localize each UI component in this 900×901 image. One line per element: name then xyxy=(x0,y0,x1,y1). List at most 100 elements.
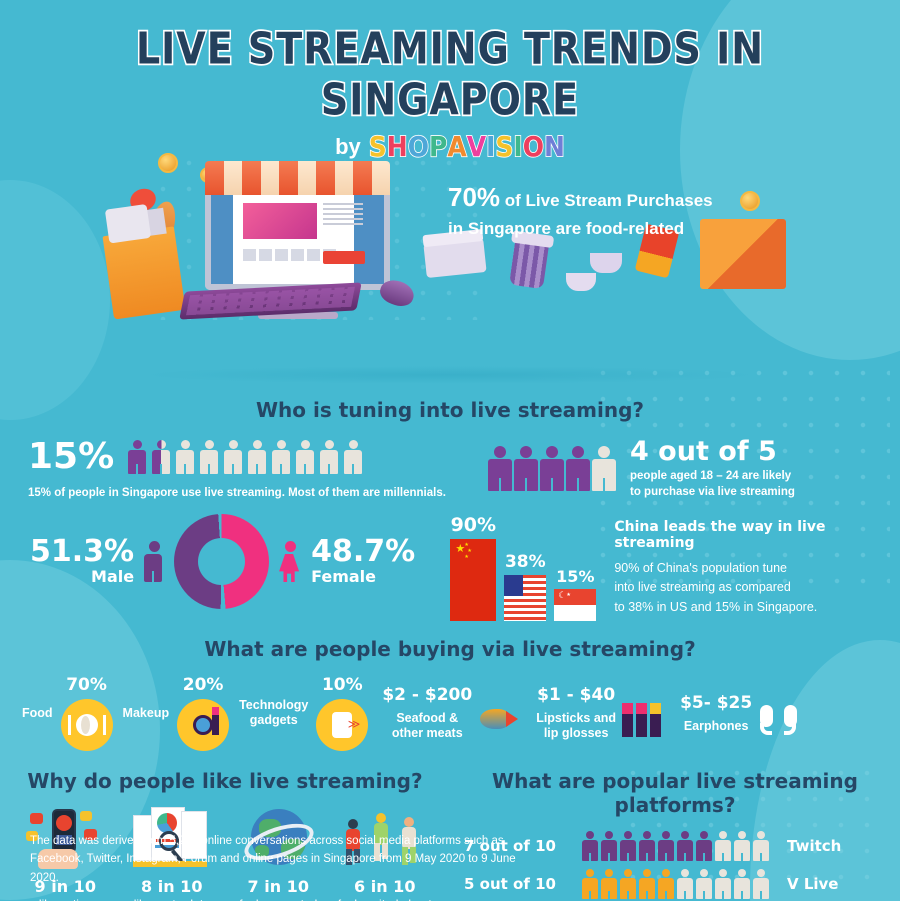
logo-letter-2: O xyxy=(407,129,430,163)
price-item-label: Earphones xyxy=(683,718,749,733)
person-icon xyxy=(320,439,339,474)
platform-name: Twitch xyxy=(787,837,842,856)
person-icon xyxy=(658,831,674,862)
why-item: 7 in 10feel connectedto the world xyxy=(227,805,330,901)
why-heading: Why do people like live streaming? xyxy=(27,769,423,794)
person-icon xyxy=(696,831,712,862)
who-left-block: 15% 15% of people in Singapore use live … xyxy=(28,436,468,499)
logo-letter-1: H xyxy=(386,129,408,163)
person-icon xyxy=(601,869,617,900)
person-icon xyxy=(344,439,363,474)
person-icon xyxy=(753,869,769,900)
why-platforms-section: Why do people like live streaming? 9 in … xyxy=(0,769,900,901)
age-group-sub-line2: to purchase via live streaming xyxy=(630,485,795,498)
person-icon xyxy=(152,439,171,474)
lunchbox-icon xyxy=(423,237,487,279)
age-group-stat: 4 out of 5 xyxy=(630,436,777,467)
logo-letter-8: I xyxy=(513,129,524,163)
globe-icon xyxy=(235,805,321,871)
us-flag-icon xyxy=(504,575,547,622)
person-icon xyxy=(514,445,538,491)
bowl-icon xyxy=(566,273,596,291)
hero-stat-line1: of Live Stream Purchases xyxy=(500,191,713,210)
flag-item-china: 90% ★ ★ ★ ★ xyxy=(450,514,497,622)
hero-stat-text: 70% of Live Stream Purchases in Singapor… xyxy=(448,179,748,241)
country-body: 90% of China's population tune into live… xyxy=(614,559,900,617)
lipsticks-icon xyxy=(622,701,666,739)
coffee-cup-icon xyxy=(509,240,549,290)
flag-percent: 38% xyxy=(504,552,546,573)
person-icon xyxy=(296,439,315,474)
awning-icon xyxy=(205,161,390,195)
byline-by: by xyxy=(335,133,361,159)
buying-items-row: Food 70% Makeup 20% Technology gadgets 10% ≫ $2 … xyxy=(0,675,900,752)
person-icon xyxy=(224,439,243,474)
monitor-screen xyxy=(205,195,390,290)
person-icon xyxy=(601,831,617,862)
buying-item-label: Technology gadgets xyxy=(239,698,309,728)
hero-stat-line2: in Singapore are food-related xyxy=(448,218,685,238)
who-people-icons xyxy=(128,439,363,474)
country-body-line2: into live streaming as compared xyxy=(614,580,791,595)
platform-people-icons xyxy=(582,869,769,900)
price-item: $2 - $200 Seafood & other meats xyxy=(382,685,522,741)
person-icon xyxy=(734,831,750,862)
why-item-sub: feel connectedto the world xyxy=(227,896,330,901)
platform-ratio: 5 out of 10 xyxy=(464,875,556,894)
price-item-label: Lipsticks and lip glosses xyxy=(536,711,617,741)
person-icon xyxy=(620,869,636,900)
price-item-value: $1 - $40 xyxy=(537,685,616,706)
who-right-block: 4 out of 5 people aged 18 – 24 are likel… xyxy=(488,436,795,500)
person-icon xyxy=(715,831,731,862)
age-group-people-icons xyxy=(488,445,616,491)
price-item-value: $2 - $200 xyxy=(382,685,473,706)
bowl-icon xyxy=(590,253,622,273)
platforms-heading: What are popular live streaming platform… xyxy=(492,769,858,818)
male-percent: 51.3% xyxy=(30,534,135,570)
platform-people-icons xyxy=(582,831,769,862)
person-icon xyxy=(639,831,655,862)
hero-illustration-area: 70% of Live Stream Purchases in Singapor… xyxy=(0,153,900,384)
person-icon xyxy=(540,445,564,491)
male-label: Male xyxy=(91,567,135,587)
person-icon xyxy=(592,445,616,491)
gender-block: 51.3% Male 48.7% Female xyxy=(30,514,440,610)
why-item-ratio: 7 in 10 xyxy=(247,877,309,897)
flag-item-singapore: 15% ☾ ★ xyxy=(554,567,597,622)
age-group-sub-line1: people aged 18 – 24 are likely xyxy=(630,470,792,482)
who-heading: Who is tuning into live streaming? xyxy=(255,398,644,422)
person-icon xyxy=(677,869,693,900)
country-body-line3: to 38% in US and 15% in Singapore. xyxy=(614,599,818,614)
earphones-icon xyxy=(758,701,802,739)
person-icon xyxy=(620,831,636,862)
price-item-value: $5- $25 xyxy=(680,692,753,713)
male-figure-icon xyxy=(144,541,164,583)
jumping-people-icon xyxy=(342,805,428,871)
gender-country-section: 51.3% Male 48.7% Female 90% ★ ★ ★ ★ 38% 15% ☾ ★ xyxy=(0,514,900,622)
singapore-flag-icon: ☾ ★ xyxy=(554,589,597,622)
buying-item-label: Food xyxy=(22,705,53,720)
person-icon xyxy=(639,869,655,900)
person-icon xyxy=(582,869,598,900)
who-note: 15% of people in Singapore use live stre… xyxy=(28,487,446,499)
buying-item: Technology gadgets 10% ≫ xyxy=(239,675,369,752)
country-flags: 90% ★ ★ ★ ★ 38% 15% ☾ ★ xyxy=(450,514,597,622)
buying-item-value: 20% xyxy=(182,675,224,696)
page-title: LIVE STREAMING TRENDS IN SINGAPORE xyxy=(134,22,765,127)
buying-item-value: 10% xyxy=(321,675,363,696)
platform-name: V Live xyxy=(787,875,839,894)
person-icon xyxy=(248,439,267,474)
person-icon xyxy=(582,831,598,862)
price-item-label: Seafood & other meats xyxy=(391,711,463,741)
price-item: $1 - $40 Lipsticks and lip glosses xyxy=(536,685,666,741)
china-flag-icon: ★ ★ ★ ★ xyxy=(450,539,497,622)
why-item-ratio: 6 in 10 xyxy=(354,877,416,897)
footer-note: The data was derived from 5,200 online c… xyxy=(30,834,516,884)
female-percent: 48.7% xyxy=(311,534,416,570)
female-label: Female xyxy=(311,567,377,587)
logo-letter-0: S xyxy=(368,129,388,163)
person-icon xyxy=(677,831,693,862)
person-icon xyxy=(566,445,590,491)
